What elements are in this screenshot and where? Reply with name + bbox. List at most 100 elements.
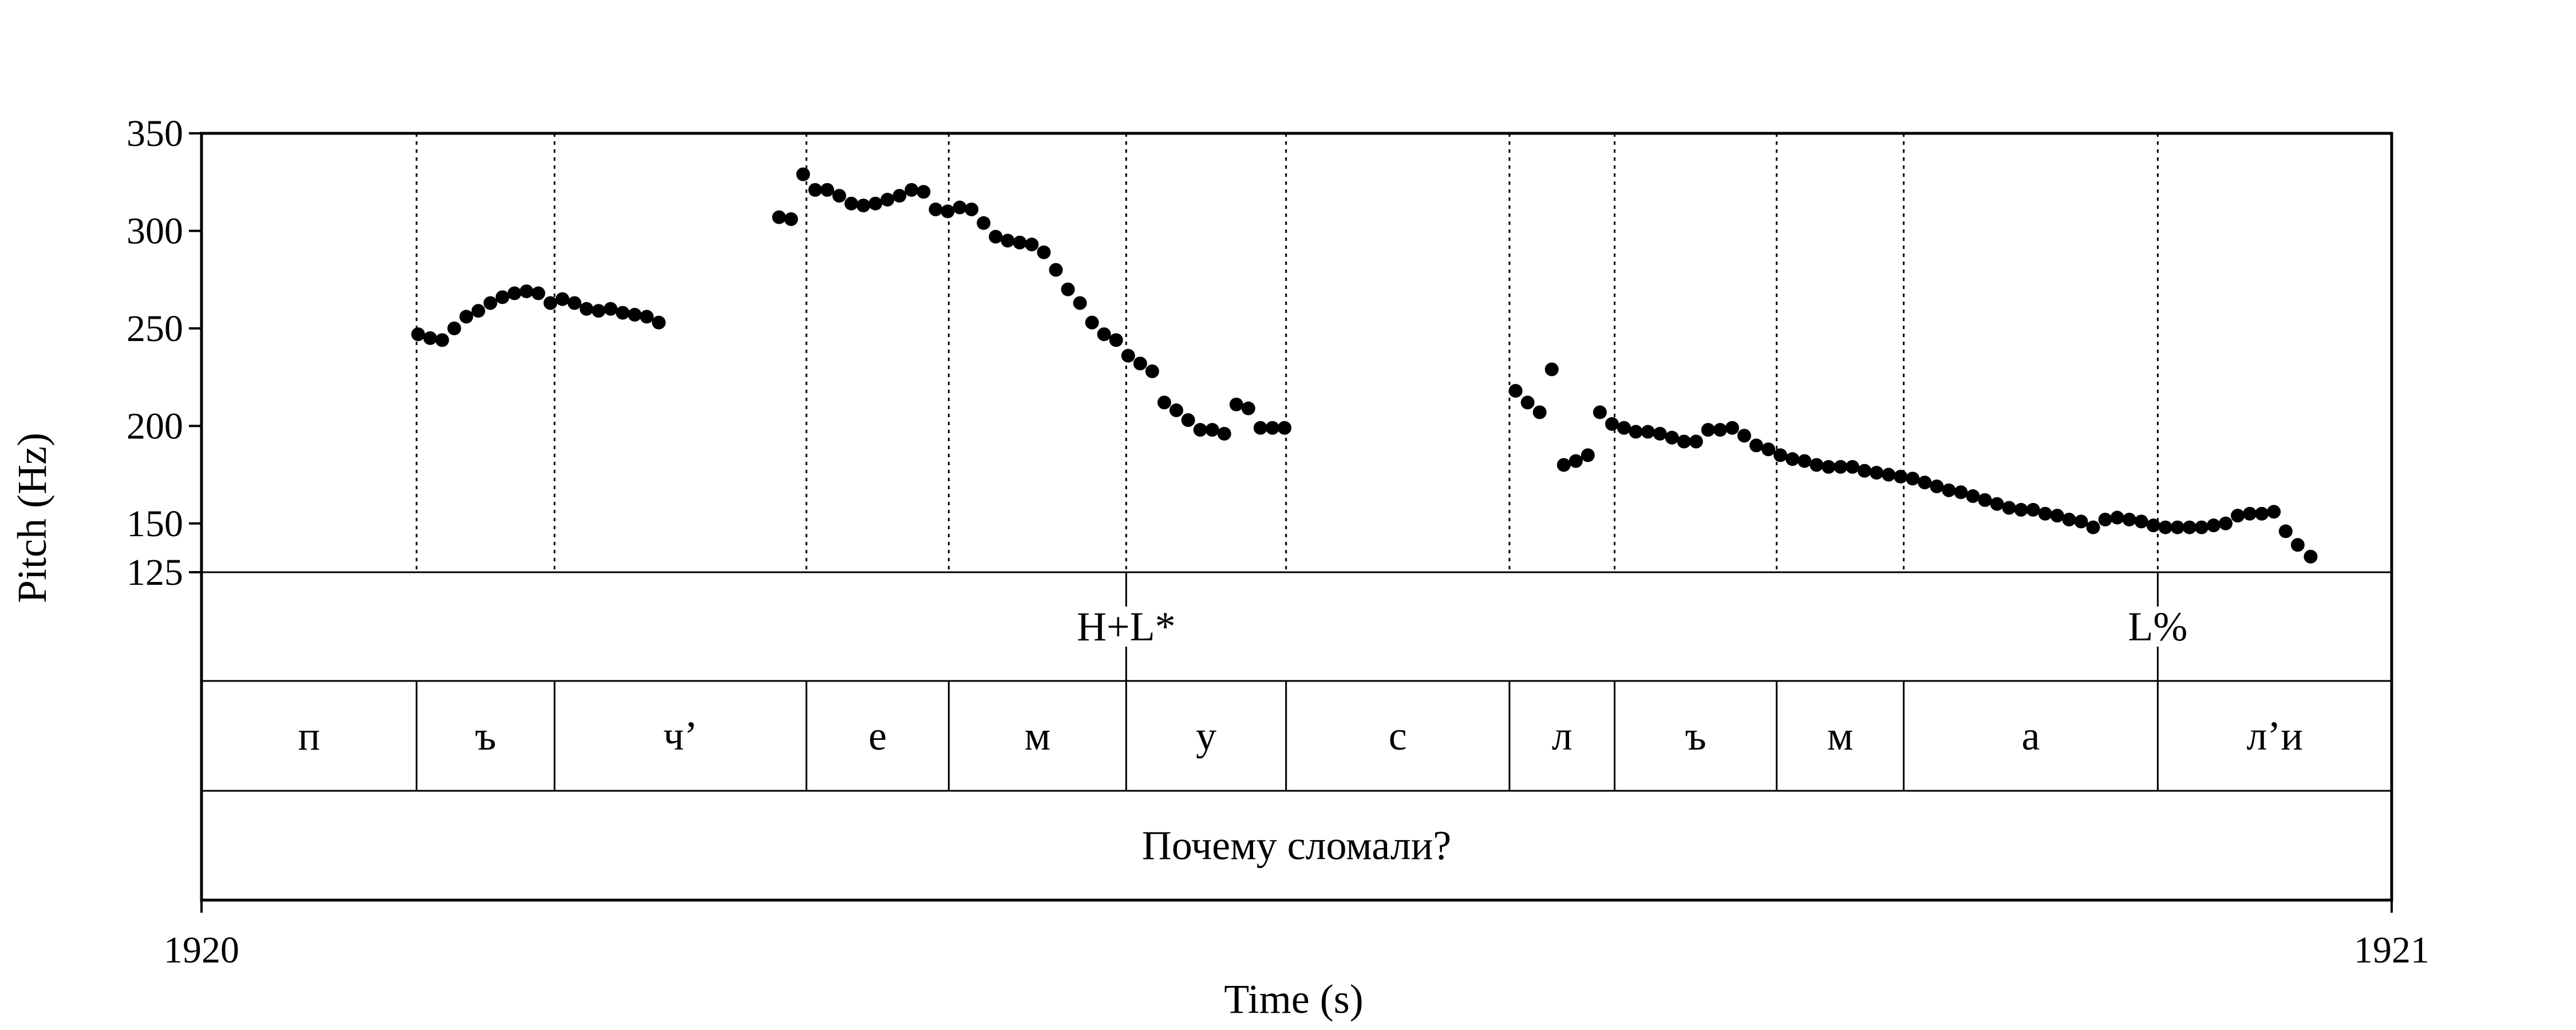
pitch-point [579, 302, 594, 316]
x-tick-label-start: 1920 [164, 929, 239, 971]
pitch-point [1942, 483, 1956, 497]
pitch-point [1049, 263, 1063, 277]
y-tick-label: 150 [127, 503, 183, 545]
pitch-point [844, 196, 859, 211]
pitch-point [1797, 454, 1812, 468]
pitch-point [1508, 383, 1523, 398]
pitch-point [519, 284, 534, 299]
pitch-point [2038, 506, 2052, 521]
pitch-point [2014, 502, 2028, 517]
pitch-point [495, 290, 509, 304]
tone-label: L% [2128, 604, 2187, 649]
pitch-point [989, 229, 1003, 244]
pitch-point [1725, 421, 1739, 435]
pitch-point [2086, 520, 2100, 534]
pitch-point [1809, 458, 1824, 472]
pitch-point [2267, 505, 2281, 519]
pitch-point [447, 321, 461, 335]
pitch-point [2134, 514, 2148, 529]
pitch-point [1906, 472, 1920, 486]
pitch-point [1061, 282, 1075, 296]
pitch-point [459, 310, 473, 324]
pitch-point [1265, 421, 1279, 435]
pitch-point [1629, 425, 1643, 439]
pitch-point [820, 183, 835, 197]
pitch-point [1037, 245, 1051, 259]
pitch-point [1532, 405, 1547, 419]
pitch-points [411, 167, 2318, 564]
pitch-point [1834, 459, 1848, 474]
pitch-point [916, 185, 931, 199]
pitch-point [2122, 512, 2136, 526]
pitch-point [1109, 333, 1123, 347]
pitch-point [1568, 454, 1583, 468]
pitch-point [2158, 520, 2172, 534]
pitch-point [1520, 395, 1535, 410]
chart-frame [200, 132, 2393, 902]
pitch-point [2290, 538, 2305, 552]
pitch-point [1713, 423, 1727, 437]
boundary-gridlines [416, 133, 2159, 572]
pitch-point [2050, 509, 2064, 523]
pitch-point [1001, 233, 1015, 248]
pitch-point [483, 296, 497, 310]
pitch-point [1593, 405, 1607, 419]
pitch-point [2304, 549, 2318, 564]
pitch-point [880, 192, 895, 207]
pitch-point [1966, 489, 1980, 504]
y-tick-label: 125 [127, 552, 183, 593]
annotation-tiers: H+L* L% п ъ ч’ е м у с л ъ м а л’и Почему сломали? [298, 572, 2303, 869]
pitch-point [977, 216, 991, 230]
pitch-point [1978, 493, 1992, 507]
pitch-point [1930, 480, 1944, 494]
pitch-point [627, 308, 642, 322]
segment-label: м [1025, 713, 1051, 759]
pitch-point [1870, 466, 1884, 480]
pitch-point [1205, 423, 1219, 437]
pitch-point [1581, 448, 1595, 462]
pitch-point [471, 304, 485, 318]
pitch-point [639, 310, 654, 324]
pitch-point [2218, 516, 2233, 530]
pitch-point [2098, 512, 2112, 526]
segment-label: л [1552, 713, 1573, 759]
pitch-point [1121, 348, 1135, 363]
x-tick-label-end: 1921 [2354, 929, 2429, 971]
pitch-point [1217, 426, 1231, 441]
pitch-point [2194, 520, 2208, 534]
pitch-point [1133, 356, 1147, 371]
segment-label: а [2021, 713, 2040, 759]
pitch-point [435, 333, 449, 347]
segment-label: ъ [475, 713, 496, 759]
pitch-point [2110, 510, 2124, 525]
pitch-point [591, 304, 606, 318]
pitch-point [555, 292, 570, 306]
pitch-point [808, 183, 823, 197]
pitch-point [2146, 518, 2160, 533]
pitch-point [1641, 425, 1655, 439]
y-tick-label: 300 [127, 210, 183, 252]
pitch-point [2170, 520, 2184, 534]
pitch-point [832, 189, 847, 203]
pitch-point [1085, 315, 1099, 330]
pitch-point [1954, 485, 1968, 500]
pitch-point [868, 196, 883, 211]
pitch-point [1073, 296, 1087, 310]
pitch-point [904, 183, 919, 197]
pitch-point [953, 200, 967, 215]
pitch-point [1605, 417, 1619, 431]
y-tick-label: 250 [127, 308, 183, 350]
pitch-point [1918, 476, 1932, 490]
pitch-point [784, 212, 798, 226]
segment-label: е [868, 713, 887, 759]
segment-label: л’и [2246, 713, 2302, 759]
pitch-point [411, 327, 425, 342]
plot-border [200, 132, 2393, 902]
pitch-point [2002, 501, 2016, 515]
pitch-point [1990, 497, 2004, 511]
pitch-point [1749, 438, 1764, 453]
segment-label: м [1827, 713, 1854, 759]
pitch-point [1013, 235, 1027, 249]
segment-label: у [1196, 713, 1216, 759]
